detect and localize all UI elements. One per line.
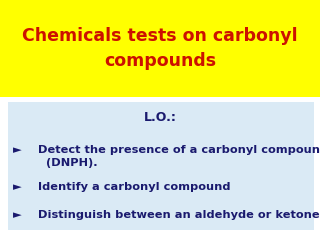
FancyBboxPatch shape xyxy=(0,0,320,97)
FancyBboxPatch shape xyxy=(8,102,314,230)
Text: Chemicals tests on carbonyl
compounds: Chemicals tests on carbonyl compounds xyxy=(22,27,298,70)
Text: L.O.:: L.O.: xyxy=(144,111,176,124)
Text: Identify a carbonyl compound: Identify a carbonyl compound xyxy=(30,182,231,192)
Text: ►: ► xyxy=(13,210,21,220)
Text: ►: ► xyxy=(13,145,21,155)
Text: Distinguish between an aldehyde or ketone: Distinguish between an aldehyde or keton… xyxy=(30,210,320,220)
Text: ►: ► xyxy=(13,182,21,192)
Text: Detect the presence of a carbonyl compound
    (DNPH).: Detect the presence of a carbonyl compou… xyxy=(30,145,320,168)
